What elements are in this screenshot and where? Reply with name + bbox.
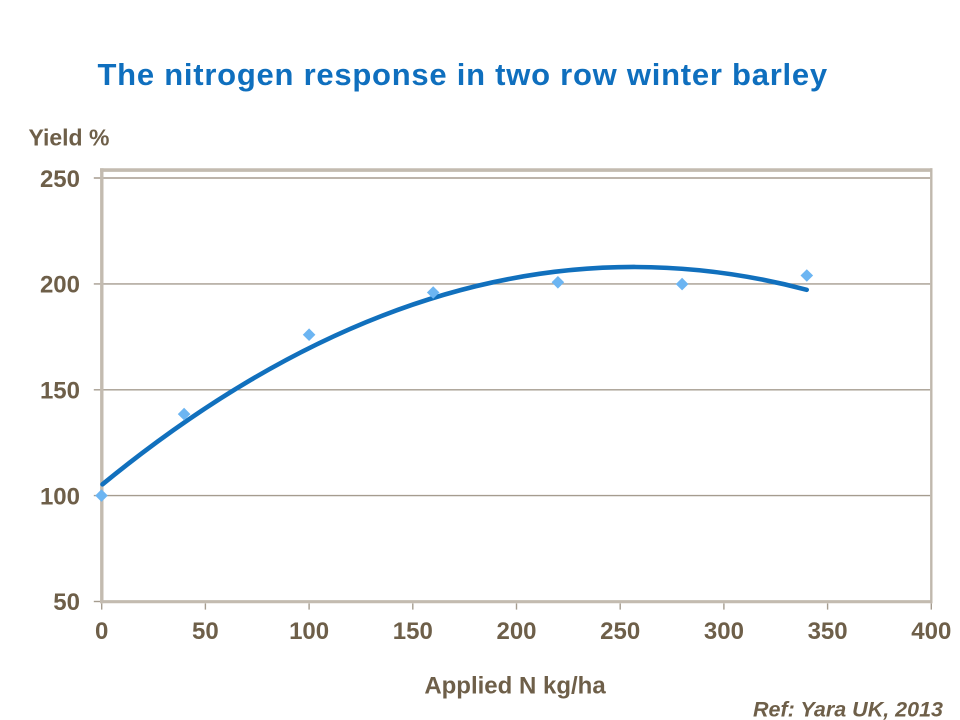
svg-text:150: 150 bbox=[393, 618, 433, 645]
svg-text:Ref: Yara UK, 2013: Ref: Yara UK, 2013 bbox=[753, 697, 943, 720]
svg-text:100: 100 bbox=[289, 618, 329, 645]
svg-text:200: 200 bbox=[496, 618, 536, 645]
svg-text:350: 350 bbox=[808, 618, 848, 645]
svg-text:50: 50 bbox=[53, 589, 80, 616]
svg-text:250: 250 bbox=[600, 618, 640, 645]
svg-text:0: 0 bbox=[95, 618, 108, 645]
svg-text:50: 50 bbox=[192, 618, 219, 645]
svg-text:150: 150 bbox=[40, 378, 80, 405]
svg-text:100: 100 bbox=[40, 483, 80, 510]
svg-text:300: 300 bbox=[704, 618, 744, 645]
svg-text:250: 250 bbox=[40, 166, 80, 193]
svg-text:400: 400 bbox=[911, 618, 951, 645]
svg-text:Yield %: Yield % bbox=[29, 125, 110, 151]
svg-text:200: 200 bbox=[40, 272, 80, 299]
svg-text:Applied N kg/ha: Applied N kg/ha bbox=[424, 672, 606, 699]
svg-text:The nitrogen response in two r: The nitrogen response in two row winter … bbox=[98, 57, 828, 92]
